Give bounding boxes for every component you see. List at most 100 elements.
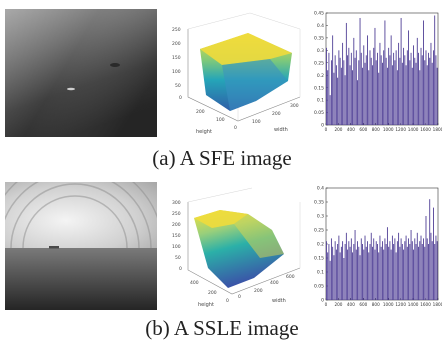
x-tick-label: 800 bbox=[372, 302, 380, 307]
bar-a-89 bbox=[436, 67, 438, 125]
bar-b-20 bbox=[350, 238, 352, 300]
bar-b-41 bbox=[377, 244, 378, 300]
bar-b-21 bbox=[352, 252, 354, 300]
bar-b-36 bbox=[370, 232, 372, 300]
bar-b-29 bbox=[362, 244, 363, 300]
bar-b-77 bbox=[421, 244, 423, 300]
sfe-image-art bbox=[5, 9, 157, 137]
caption-a: (a) A SFE image bbox=[152, 146, 292, 170]
bar-b-28 bbox=[360, 238, 362, 300]
bar-a-45 bbox=[382, 62, 383, 125]
bar-a-25 bbox=[357, 80, 358, 125]
bar-b-81 bbox=[426, 238, 428, 300]
bar-a-36 bbox=[370, 57, 372, 125]
bar-b-19 bbox=[349, 246, 351, 300]
bar-b-67 bbox=[409, 244, 411, 300]
width-axis-label: width bbox=[274, 127, 288, 133]
bar-a-77 bbox=[421, 55, 423, 125]
bar-b-85 bbox=[431, 241, 433, 300]
bar-a-79 bbox=[424, 60, 426, 125]
bar-a-85 bbox=[431, 62, 433, 125]
bar-b-37 bbox=[372, 246, 373, 300]
bar-b-78 bbox=[423, 238, 424, 300]
y-tick-label: 0.4 bbox=[317, 23, 324, 29]
bar-a-11 bbox=[339, 57, 341, 125]
bar-b-89 bbox=[436, 241, 438, 300]
ssle-surface-plot: height width 0 200 400 0 200 400 600 300… bbox=[160, 184, 308, 314]
bar-a-88 bbox=[435, 55, 437, 125]
bar-a-76 bbox=[420, 47, 422, 125]
bar-a-84 bbox=[430, 42, 432, 125]
bar-b-52 bbox=[390, 249, 392, 300]
bar-b-68 bbox=[410, 230, 412, 300]
bright-target bbox=[67, 87, 75, 91]
bar-a-24 bbox=[355, 50, 357, 126]
bar-b-59 bbox=[399, 246, 401, 300]
bar-b-71 bbox=[414, 238, 416, 300]
bar-b-58 bbox=[398, 232, 400, 300]
bar-a-52 bbox=[390, 35, 392, 125]
svg-text:250: 250 bbox=[172, 211, 181, 217]
svg-text:600: 600 bbox=[286, 274, 295, 280]
bar-a-43 bbox=[379, 42, 381, 125]
x-tick-label: 1600 bbox=[420, 302, 431, 307]
bar-b-8 bbox=[335, 249, 337, 300]
bar-b-86 bbox=[433, 207, 434, 300]
bar-a-31 bbox=[364, 62, 366, 125]
bar-b-64 bbox=[405, 235, 407, 300]
bar-b-62 bbox=[403, 249, 405, 300]
bar-a-83 bbox=[429, 57, 431, 125]
bar-a-55 bbox=[394, 60, 396, 125]
ssle-image bbox=[0, 159, 164, 337]
svg-text:150: 150 bbox=[172, 55, 181, 61]
bar-b-66 bbox=[408, 238, 410, 300]
bar-a-30 bbox=[363, 45, 365, 125]
svg-text:400: 400 bbox=[190, 280, 199, 286]
bar-b-79 bbox=[424, 246, 426, 300]
height-ticks: 0 200 400 bbox=[190, 280, 229, 304]
bar-b-61 bbox=[401, 244, 403, 300]
bar-b-69 bbox=[411, 241, 413, 300]
x-tick-label: 600 bbox=[359, 127, 367, 132]
svg-text:300: 300 bbox=[172, 200, 181, 206]
sfe-image bbox=[5, 9, 157, 137]
bar-a-18 bbox=[348, 47, 350, 125]
ssle-image-art bbox=[0, 159, 164, 337]
bar-a-15 bbox=[344, 75, 346, 125]
svg-text:100: 100 bbox=[216, 117, 225, 123]
y-tick-label: 0.3 bbox=[317, 48, 324, 54]
bar-a-44 bbox=[380, 55, 382, 125]
bar-b-47 bbox=[384, 238, 386, 300]
bar-b-12 bbox=[340, 246, 342, 300]
width-ticks: 0 200 400 600 bbox=[238, 274, 295, 300]
y-tick-label: 0.25 bbox=[314, 228, 324, 234]
y-tick-label: 0.15 bbox=[314, 256, 324, 262]
bar-a-2 bbox=[328, 52, 330, 126]
bar-a-4 bbox=[330, 60, 332, 125]
bar-b-1 bbox=[327, 252, 329, 300]
bar-a-48 bbox=[385, 57, 387, 125]
bar-b-56 bbox=[395, 252, 397, 300]
bar-a-40 bbox=[375, 60, 377, 125]
bar-a-64 bbox=[405, 65, 407, 125]
bar-a-32 bbox=[365, 55, 367, 125]
bar-a-0 bbox=[326, 47, 327, 125]
y-tick-label: 0.05 bbox=[314, 110, 324, 116]
x-tick-label: 1400 bbox=[408, 127, 419, 132]
bar-b-14 bbox=[343, 258, 345, 300]
bar-b-82 bbox=[428, 244, 429, 300]
bar-a-29 bbox=[362, 67, 363, 125]
y-tick-label: 0.05 bbox=[314, 284, 324, 290]
bar-b-84 bbox=[430, 232, 432, 300]
bar-a-82 bbox=[428, 52, 429, 126]
x-tick-label: 1800 bbox=[433, 302, 442, 307]
bar-a-27 bbox=[359, 17, 361, 126]
x-tick-label: 800 bbox=[372, 127, 380, 132]
bar-b-35 bbox=[369, 244, 371, 300]
bar-a-16 bbox=[345, 22, 347, 126]
y-tick-label: 0 bbox=[321, 298, 324, 304]
bar-b-0 bbox=[326, 241, 327, 300]
y-tick-label: 0.1 bbox=[317, 270, 324, 276]
bar-b-74 bbox=[418, 246, 419, 300]
bar-b-73 bbox=[416, 232, 418, 300]
